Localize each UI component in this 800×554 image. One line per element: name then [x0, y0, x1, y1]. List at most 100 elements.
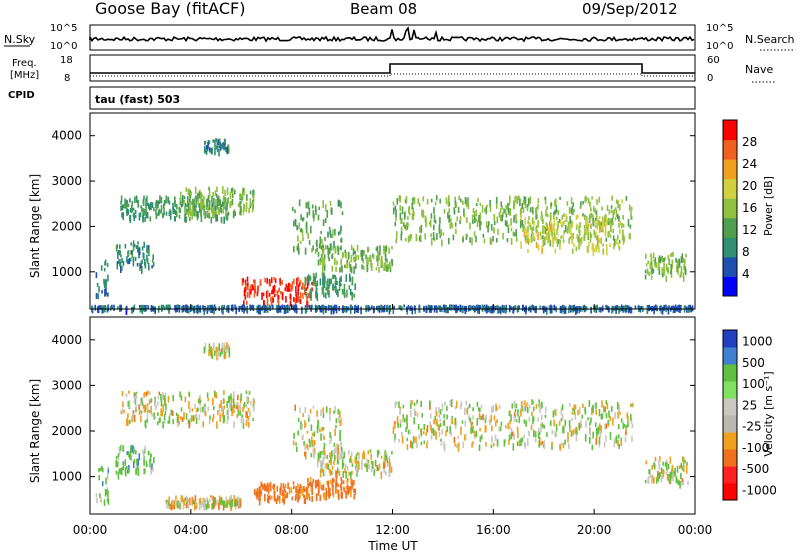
range-cell	[503, 208, 505, 214]
range-cell	[553, 211, 555, 216]
range-cell	[281, 304, 284, 309]
range-cell	[570, 208, 573, 214]
range-cell	[448, 195, 450, 201]
range-cell	[412, 207, 414, 213]
range-cell	[302, 282, 304, 290]
range-cell	[620, 418, 623, 423]
range-cell	[128, 257, 131, 265]
range-cell	[556, 241, 559, 247]
range-cell	[407, 235, 410, 243]
range-cell	[176, 416, 179, 423]
range-cell	[302, 494, 305, 498]
range-cell	[223, 216, 225, 224]
range-cell	[390, 466, 393, 473]
y-tick-label: 2000	[51, 424, 82, 438]
range-cell	[473, 231, 476, 237]
range-cell	[320, 306, 323, 313]
y-tick-label: 1000	[51, 265, 82, 279]
range-cell	[168, 496, 170, 501]
range-cell	[489, 237, 492, 245]
range-cell	[353, 256, 355, 262]
range-cell	[471, 237, 473, 246]
range-cell	[479, 220, 481, 227]
range-cell	[473, 210, 476, 217]
range-cell	[590, 417, 592, 423]
range-cell	[527, 232, 529, 239]
range-cell	[567, 437, 569, 443]
range-cell	[476, 220, 479, 228]
range-cell	[605, 237, 608, 242]
range-cell	[434, 201, 437, 206]
range-cell	[544, 236, 546, 243]
range-cell	[245, 205, 248, 212]
range-cell	[380, 258, 382, 267]
range-cell	[595, 306, 598, 311]
range-cell	[160, 210, 162, 214]
range-cell	[622, 307, 624, 313]
range-cell	[551, 443, 553, 450]
range-cell	[516, 196, 519, 204]
range-cell	[310, 482, 312, 487]
range-cell	[350, 254, 353, 263]
range-cell	[420, 428, 423, 436]
range-cell	[515, 220, 518, 224]
range-cell	[478, 412, 481, 420]
range-cell	[682, 272, 685, 277]
range-cell	[229, 201, 232, 208]
range-cell	[599, 221, 601, 230]
range-cell	[422, 196, 425, 202]
range-cell	[489, 199, 491, 208]
range-cell	[151, 202, 154, 209]
range-cell	[305, 223, 308, 230]
range-cell	[434, 219, 437, 224]
range-cell	[335, 418, 338, 424]
range-cell	[256, 495, 258, 500]
range-cell	[438, 424, 440, 432]
range-cell	[468, 305, 470, 312]
range-cell	[142, 199, 145, 205]
range-cell	[312, 479, 315, 483]
range-cell	[570, 430, 573, 437]
range-cell	[146, 411, 149, 419]
range-cell	[105, 477, 107, 485]
range-cell	[155, 212, 158, 219]
range-cell	[149, 216, 152, 222]
range-cell	[143, 253, 145, 260]
range-cell	[199, 399, 202, 403]
range-cell	[308, 275, 311, 281]
range-cell	[629, 204, 631, 212]
range-cell	[154, 306, 156, 315]
range-cell	[98, 286, 100, 293]
range-cell	[134, 392, 137, 397]
range-cell	[329, 200, 332, 206]
range-cell	[435, 431, 437, 440]
range-cell	[189, 217, 191, 222]
range-cell	[208, 305, 211, 310]
range-cell	[147, 305, 149, 309]
range-cell	[334, 246, 337, 252]
range-cell	[563, 213, 565, 217]
range-cell	[144, 217, 146, 222]
range-cell	[216, 353, 218, 361]
range-cell	[121, 212, 123, 218]
range-cell	[454, 443, 456, 447]
range-cell	[493, 214, 496, 222]
colorbar-segment	[723, 159, 737, 180]
range-cell	[297, 289, 299, 296]
range-cell	[341, 251, 344, 259]
range-cell	[541, 248, 543, 254]
range-cell	[513, 400, 516, 408]
range-cell	[104, 288, 106, 297]
range-cell	[680, 271, 682, 277]
range-cell	[349, 306, 352, 314]
range-cell	[560, 407, 563, 416]
x-tick-label: 12:00	[375, 523, 410, 537]
range-cell	[545, 222, 548, 226]
range-cell	[459, 215, 462, 222]
range-cell	[236, 414, 238, 419]
range-cell	[349, 457, 351, 463]
range-cell	[495, 421, 497, 427]
range-cell	[354, 488, 357, 495]
range-cell	[346, 479, 348, 484]
range-cell	[323, 277, 325, 284]
